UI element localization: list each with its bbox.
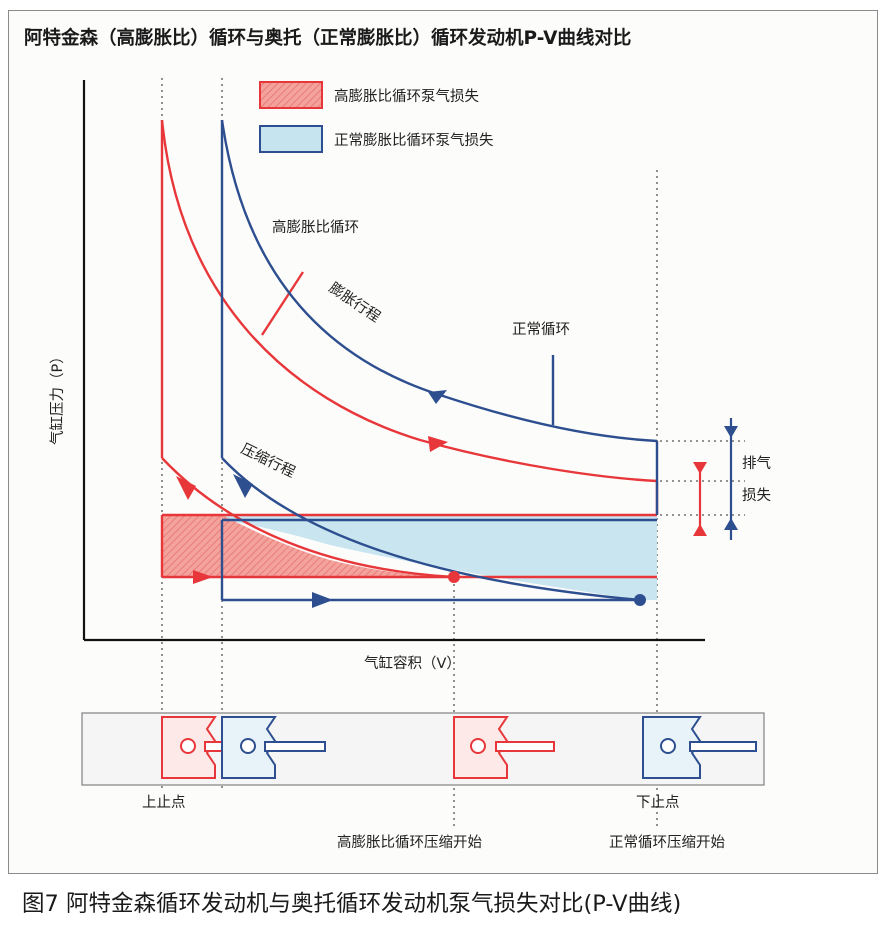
compression-stroke-label: 压缩行程 [238, 440, 298, 481]
intake-arrow-red [193, 570, 213, 584]
intake-arrow-blue [312, 592, 333, 608]
piston-blue-tdc [221, 716, 326, 779]
legend-swatch-high-ratio [259, 81, 323, 109]
normal-pumping-loss-area [222, 515, 657, 600]
high-ratio-cycle-label: 高膨胀比循环 [272, 219, 359, 236]
high-ratio-pumping-loss-area [162, 515, 454, 577]
exhaust-loss-blue-arrow [724, 418, 738, 540]
high-ratio-cycle-curve [160, 119, 659, 579]
normal-compression-start-dot [634, 594, 646, 606]
high-ratio-compression-start-dot [448, 571, 460, 583]
figure-caption: 图7 阿特金森循环发动机与奥托循环发动机泵气损失对比(P-V曲线) [22, 891, 682, 917]
normal-expansion-curve [220, 119, 658, 443]
legend: 高膨胀比循环泵气损失 正常膨胀比循环泵气损失 [259, 81, 494, 153]
legend-label-high-ratio: 高膨胀比循环泵气损失 [334, 88, 479, 105]
bdc-label: 下止点 [636, 794, 680, 811]
high-ratio-compression-start-label: 高膨胀比循环压缩开始 [337, 834, 482, 851]
normal-cycle-curve [220, 119, 659, 602]
exhaust-loss-label-1: 排气 [742, 455, 771, 472]
normal-compression-curve [221, 457, 641, 602]
piston-red-compression-start [453, 716, 555, 779]
normal-compression-start-label: 正常循环压缩开始 [609, 834, 725, 851]
expansion-arrow-blue [428, 390, 447, 404]
piston-strip [81, 712, 765, 786]
expansion-arrow-red [428, 436, 448, 452]
y-axis-label: 气缸压力（P） [48, 349, 66, 445]
piston-blue-bdc [642, 716, 757, 779]
axes [82, 80, 705, 642]
compression-arrow-red [176, 476, 196, 500]
compression-arrow-blue [233, 474, 253, 498]
high-ratio-expansion-curve [160, 119, 658, 483]
figure-title: 阿特金森（高膨胀比）循环与奥托（正常膨胀比）循环发动机P-V曲线对比 [24, 28, 632, 49]
high-ratio-label-leader [260, 271, 305, 336]
legend-label-normal-ratio: 正常膨胀比循环泵气损失 [334, 132, 494, 149]
x-axis-label: 气缸容积（V） [364, 654, 461, 672]
expansion-stroke-label: 膨胀行程 [326, 279, 384, 326]
tdc-label: 上止点 [142, 794, 186, 811]
normal-cycle-label: 正常循环 [512, 321, 570, 338]
exhaust-loss-label-2: 损失 [742, 487, 771, 504]
legend-swatch-normal-ratio [259, 125, 323, 153]
exhaust-loss-red-arrow [693, 462, 707, 536]
